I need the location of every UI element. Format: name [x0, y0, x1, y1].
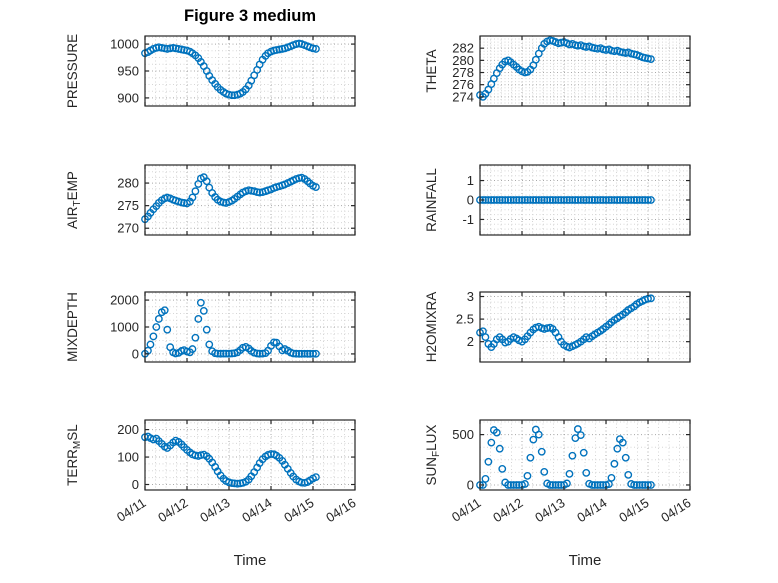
y-axis-label-terr-msl: TERRMSL — [65, 424, 83, 486]
svg-text:04/14: 04/14 — [574, 495, 609, 525]
plot-area-pressure: 900 950 1000 — [110, 35, 356, 107]
svg-text:04/14: 04/14 — [239, 495, 274, 525]
svg-text:3: 3 — [467, 289, 474, 304]
svg-text:270: 270 — [117, 221, 139, 236]
plot-area-h2omixra: 22.53 — [456, 289, 691, 363]
svg-text:04/12: 04/12 — [155, 495, 190, 525]
svg-text:950: 950 — [117, 64, 139, 79]
svg-text:2.5: 2.5 — [456, 312, 474, 327]
svg-text:0: 0 — [467, 193, 474, 208]
plot-area-terr-msl: 0 100 200 04/11 04/12 04/13 04/14 04/15 04/16 — [114, 419, 359, 525]
svg-text:04/11: 04/11 — [114, 495, 149, 525]
svg-text:2: 2 — [467, 334, 474, 349]
svg-text:04/15: 04/15 — [616, 495, 651, 525]
svg-text:04/12: 04/12 — [490, 495, 525, 525]
svg-text:2000: 2000 — [110, 293, 139, 308]
svg-text:04/15: 04/15 — [281, 495, 316, 525]
svg-text:1000: 1000 — [110, 320, 139, 335]
plot-area-sun-flux: 0 500 04/11 04/12 04/13 04/14 04/15 04/16 — [449, 419, 694, 525]
svg-text:04/11: 04/11 — [449, 495, 484, 525]
svg-text:200: 200 — [117, 422, 139, 437]
figure-title: Figure 3 medium — [183, 7, 317, 25]
plot-area-air-temp: 270 275 280 — [117, 164, 356, 236]
plot-area-mixdepth: 0 1000 2000 — [110, 291, 356, 363]
svg-text:-1: -1 — [462, 212, 474, 227]
svg-text:276: 276 — [452, 77, 474, 92]
svg-text:900: 900 — [117, 90, 139, 105]
svg-text:04/16: 04/16 — [323, 495, 358, 525]
svg-text:100: 100 — [117, 450, 139, 465]
x-axis-label-left: Time — [233, 552, 267, 569]
svg-text:278: 278 — [452, 65, 474, 80]
svg-text:04/16: 04/16 — [658, 495, 693, 525]
svg-text:280: 280 — [452, 53, 474, 68]
svg-text:280: 280 — [117, 176, 139, 191]
x-axis-label-right: Time — [568, 552, 602, 569]
y-axis-label-air-temp: AIRTEMP — [65, 171, 83, 229]
svg-text:0: 0 — [132, 477, 139, 492]
svg-text:275: 275 — [117, 198, 139, 213]
svg-text:282: 282 — [452, 41, 474, 56]
svg-text:1000: 1000 — [110, 37, 139, 52]
svg-text:1: 1 — [467, 173, 474, 188]
svg-text:04/13: 04/13 — [197, 495, 232, 525]
y-axis-label-pressure: PRESSURE — [65, 33, 80, 109]
svg-text:274: 274 — [452, 89, 474, 104]
svg-text:04/13: 04/13 — [532, 495, 567, 525]
svg-text:500: 500 — [452, 427, 474, 442]
y-axis-label-mixdepth: MIXDEPTH — [65, 292, 80, 362]
svg-text:0: 0 — [467, 477, 474, 492]
plot-area-rainfall: -1 0 1 — [462, 164, 691, 236]
svg-text:0: 0 — [132, 346, 139, 361]
